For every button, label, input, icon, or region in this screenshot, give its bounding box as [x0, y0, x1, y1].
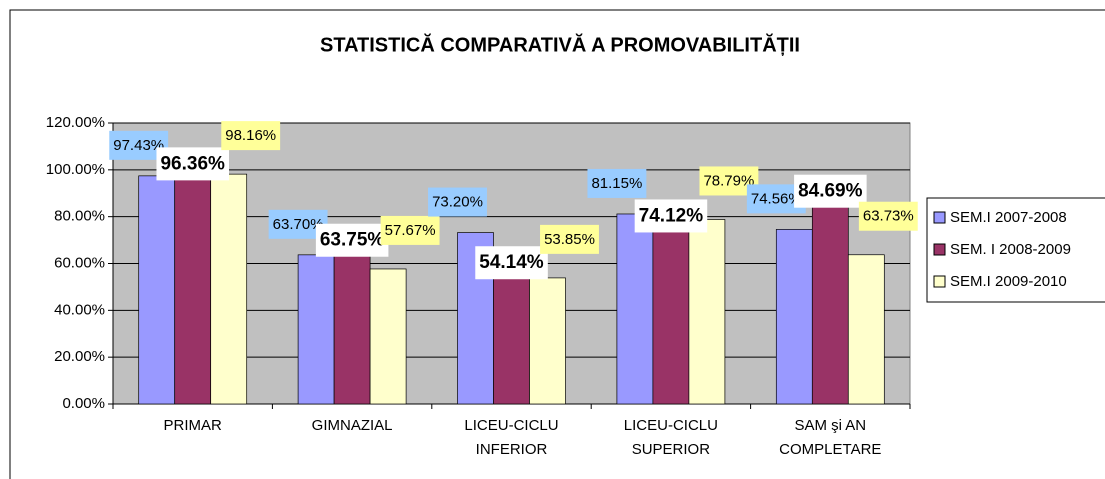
bar: [333, 254, 371, 405]
bar: [616, 213, 654, 405]
value-label-bg: [156, 147, 230, 181]
value-label: 96.36%: [160, 153, 225, 174]
y-tick-label: 80.00%: [54, 208, 105, 225]
value-label-bg: [634, 199, 708, 233]
bar: [652, 230, 690, 405]
legend-box: [926, 197, 1105, 303]
value-label: 74.56%: [751, 190, 802, 207]
value-label: 97.43%: [113, 137, 164, 154]
value-label: 54.14%: [479, 252, 544, 273]
value-label-bg: [428, 187, 487, 217]
legend-swatch: [933, 211, 946, 224]
value-label: 63.70%: [273, 216, 324, 233]
value-label: 53.85%: [544, 231, 595, 248]
bar: [297, 254, 335, 405]
y-tick-label: 100.00%: [46, 161, 105, 178]
chart-title: STATISTICĂ COMPARATIVĂ A PROMOVABILITĂȚI…: [320, 33, 800, 56]
y-tick-label: 60.00%: [54, 254, 105, 271]
value-label: 63.73%: [863, 208, 914, 225]
legend-swatch: [933, 275, 946, 288]
legend-label: SEM.I 2009-2010: [950, 273, 1067, 290]
value-label-bg: [587, 168, 647, 198]
bar: [210, 173, 248, 405]
value-label: 73.20%: [432, 194, 483, 211]
bar: [529, 277, 566, 405]
x-tick-label: GIMNAZIAL: [311, 417, 393, 434]
value-label-bg: [794, 174, 867, 208]
bar: [174, 178, 212, 405]
value-label-bg: [858, 201, 918, 231]
x-tick-label: SAM şi AN COMPLETARE: [779, 417, 882, 458]
bar: [493, 276, 530, 405]
value-label: 57.67%: [385, 222, 436, 239]
value-label-bg: [315, 223, 389, 257]
x-tick-label: LICEU-CICLU SUPERIOR: [623, 417, 718, 458]
y-tick-label: 20.00%: [54, 348, 105, 365]
bar: [811, 205, 849, 405]
bar: [138, 175, 176, 405]
value-label-bg: [221, 121, 281, 151]
legend-label: SEM.I 2007-2008: [950, 209, 1067, 226]
value-label: 63.75%: [320, 230, 385, 251]
value-label-bg: [380, 215, 440, 245]
bar: [847, 254, 885, 405]
bar: [688, 219, 726, 405]
value-label: 74.12%: [639, 205, 704, 226]
y-tick-label: 120.00%: [46, 114, 105, 131]
legend-swatch: [933, 243, 946, 256]
legend-label: SEM. I 2008-2009: [950, 241, 1071, 258]
value-label: 98.16%: [225, 127, 276, 144]
bar: [775, 229, 813, 405]
y-tick-label: 0.00%: [62, 395, 105, 412]
bar: [369, 268, 407, 405]
value-label: 81.15%: [591, 175, 642, 192]
value-label-bg: [540, 224, 599, 254]
x-tick-label: PRIMAR: [163, 417, 222, 434]
value-label: 84.69%: [798, 181, 863, 202]
value-label: 78.79%: [703, 172, 754, 189]
x-tick-label: LICEU-CICLU INFERIOR: [464, 417, 559, 458]
y-tick-label: 40.00%: [54, 301, 105, 318]
value-label-bg: [475, 246, 548, 280]
